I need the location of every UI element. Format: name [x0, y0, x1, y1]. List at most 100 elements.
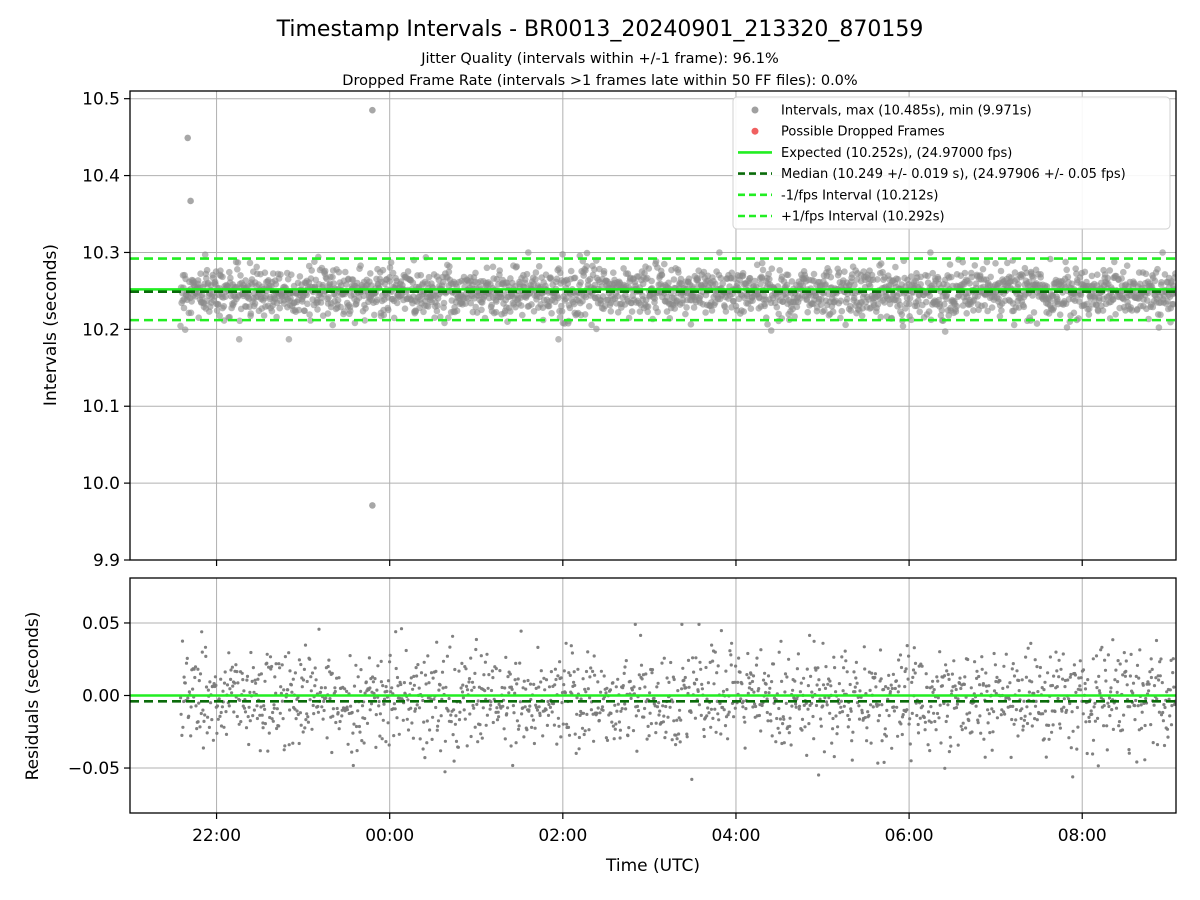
data-point [1155, 743, 1160, 747]
data-point [486, 686, 490, 690]
data-point [483, 689, 487, 693]
data-point [863, 667, 867, 671]
data-point [839, 699, 844, 703]
data-point [1109, 686, 1113, 690]
data-point [846, 725, 850, 729]
data-point [335, 676, 339, 680]
data-point [767, 691, 771, 695]
data-point [481, 706, 485, 710]
data-point [531, 718, 536, 722]
data-point [700, 687, 705, 691]
data-point [1042, 737, 1046, 741]
data-point [634, 714, 638, 718]
data-point [456, 745, 460, 749]
data-point [1014, 708, 1019, 712]
data-point [413, 707, 418, 711]
data-point [423, 756, 427, 760]
top-y-axis-label: Intervals (seconds) [41, 244, 61, 406]
data-point [1030, 680, 1034, 684]
data-point [384, 740, 388, 744]
data-point [311, 258, 318, 266]
data-point [685, 275, 693, 283]
data-point [997, 267, 1005, 275]
data-point [829, 308, 837, 316]
data-point [687, 321, 695, 328]
data-point [770, 680, 774, 684]
data-point [628, 308, 636, 315]
data-point [681, 666, 685, 670]
data-point [246, 715, 250, 719]
data-point [889, 683, 893, 687]
data-point [839, 705, 843, 709]
data-point [995, 675, 999, 680]
data-point [479, 732, 483, 736]
data-point [1077, 291, 1085, 299]
data-point [599, 690, 603, 694]
data-point [296, 712, 300, 717]
data-point [682, 310, 689, 318]
data-point [490, 669, 494, 673]
data-point [203, 713, 207, 717]
data-point [567, 671, 571, 675]
data-point [289, 683, 293, 687]
data-point [536, 645, 540, 650]
data-point [814, 668, 818, 672]
data-point [873, 672, 878, 676]
data-point [706, 706, 710, 710]
data-point [809, 674, 813, 679]
data-point [1035, 665, 1039, 669]
data-point [1060, 709, 1064, 713]
data-point [1103, 668, 1108, 672]
data-point [1136, 704, 1140, 708]
data-point [766, 674, 771, 678]
data-point [571, 274, 579, 282]
data-point [854, 660, 859, 665]
data-point [629, 696, 633, 701]
data-point [518, 661, 522, 665]
data-point [1157, 311, 1164, 319]
data-point [562, 295, 569, 303]
data-point [1083, 300, 1091, 308]
data-point [472, 303, 480, 311]
data-point [203, 645, 208, 649]
data-point [1035, 718, 1039, 722]
data-point [785, 675, 789, 679]
data-point [835, 269, 843, 276]
data-point [418, 737, 422, 741]
data-point [1084, 720, 1088, 724]
data-point [1129, 652, 1133, 657]
data-point [234, 259, 242, 266]
data-point [726, 713, 730, 717]
data-point [1038, 674, 1042, 678]
data-point [946, 672, 950, 677]
data-point [1073, 673, 1077, 677]
data-point [860, 708, 864, 712]
data-point [434, 302, 441, 309]
data-point [775, 716, 779, 721]
data-point [882, 760, 886, 765]
data-point [615, 709, 619, 713]
data-point [204, 685, 209, 689]
data-point [382, 702, 386, 706]
data-point [871, 705, 875, 709]
data-point [853, 685, 857, 689]
data-point [913, 661, 918, 666]
data-point [830, 741, 834, 745]
data-point [927, 249, 934, 256]
data-point [303, 291, 311, 299]
data-point [283, 655, 287, 659]
data-point [330, 750, 334, 755]
data-point [942, 674, 947, 678]
data-point [1034, 699, 1038, 704]
data-point [271, 710, 275, 715]
data-point [1024, 675, 1028, 679]
data-point [380, 311, 388, 319]
data-point [645, 737, 649, 741]
data-point [783, 672, 788, 676]
data-point [417, 271, 425, 279]
data-point [581, 711, 586, 715]
data-point [926, 292, 934, 300]
data-point [1094, 654, 1099, 658]
data-point [665, 279, 672, 287]
data-point [329, 321, 337, 329]
